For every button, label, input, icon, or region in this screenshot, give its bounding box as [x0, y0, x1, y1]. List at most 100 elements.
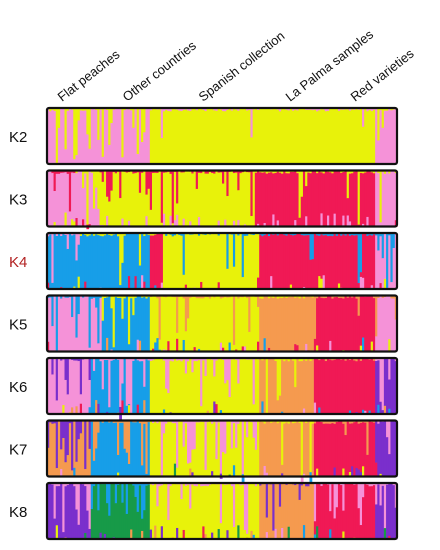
bar-k2-ind-92-yellow: [248, 109, 252, 165]
bar-k8-ind-40-green: [134, 496, 138, 540]
bar-k2-ind-110-pink: [287, 108, 291, 111]
bar-k7-ind-64-yellow: [187, 463, 190, 477]
bar-k3-ind-79-yellow: [219, 172, 223, 227]
bar-k3-ind-51-yellow: [158, 171, 162, 227]
bar-k4-ind-85-blue: [232, 233, 236, 267]
bar-k5-ind-80-yellow: [222, 297, 225, 349]
bar-k5-ind-8-pink: [64, 297, 68, 352]
bar-k2-ind-35-pink: [123, 110, 127, 165]
bar-k3-ind-78-red: [217, 170, 221, 173]
bar-k6-ind-145-pink: [364, 410, 367, 415]
k-label-k3: K3: [9, 192, 27, 209]
bar-k6-ind-5-pink: [57, 358, 61, 415]
bar-k6-ind-62-yellow: [182, 359, 186, 415]
bar-k5-ind-65-yellow: [189, 297, 192, 352]
bar-k7-ind-110-orange: [287, 423, 291, 477]
bar-k6-ind-15-purple: [79, 358, 83, 395]
bar-k6-ind-41-red: [136, 404, 140, 415]
bar-k7-ind-157-purple: [390, 421, 394, 477]
bar-k2-ind-10-pink: [68, 108, 72, 165]
bar-k6-ind-98-blue: [261, 401, 265, 415]
bar-k3-ind-98-red: [261, 172, 265, 227]
bar-k8-ind-156-red: [388, 535, 392, 540]
bar-k4-ind-44-yellow: [143, 233, 147, 237]
bar-k3-ind-98-yellow: [261, 170, 265, 173]
bar-k5-ind-54-yellow: [165, 297, 168, 351]
bar-k7-ind-102-orange: [270, 422, 273, 477]
bar-k7-ind-35-blue: [123, 448, 127, 477]
bar-k7-ind-126-orange: [322, 420, 326, 425]
bar-k3-ind-82-red: [226, 170, 230, 197]
bar-k8-ind-34-blue: [121, 483, 125, 503]
bar-k2-ind-77-pink: [215, 108, 219, 112]
bar-k6-ind-90-yellow: [243, 358, 247, 415]
bar-k3-ind-146-red: [366, 171, 370, 218]
bar-k5-ind-105-yellow: [276, 295, 280, 299]
bar-k3-ind-20-pink: [90, 172, 94, 227]
bar-k3-ind-70-red: [200, 170, 203, 174]
bar-k8-ind-75-yellow: [211, 483, 214, 533]
bar-k7-ind-154-purple: [383, 420, 387, 477]
bar-k7-ind-10-purple: [68, 420, 72, 424]
bar-k4-ind-18-blue: [86, 236, 90, 290]
bar-k8-ind-147-pink: [368, 483, 372, 487]
bar-k8-ind-52-yellow: [160, 485, 164, 527]
bar-k4-ind-68-yellow: [195, 233, 199, 290]
bar-k6-ind-11-pink: [71, 359, 74, 408]
bar-k7-ind-20-blue: [90, 421, 94, 477]
bar-k7-ind-146-orange: [366, 420, 370, 456]
bar-k5-ind-138-red: [348, 295, 352, 352]
bar-k8-ind-154-green: [383, 528, 387, 540]
bar-k5-ind-35-yellow: [123, 295, 127, 299]
bar-k5-ind-89-red: [241, 346, 245, 352]
bar-k7-ind-112-yellow: [292, 420, 295, 424]
bar-k3-ind-46-red: [147, 170, 151, 190]
bar-k5-ind-146-red: [366, 295, 370, 352]
bar-k3-ind-103-yellow: [272, 170, 276, 174]
bar-k2-ind-31-pink: [114, 108, 118, 165]
bar-k7-ind-113-orange: [294, 422, 297, 477]
bar-k8-ind-97-orange: [259, 485, 262, 540]
bar-k7-ind-84-pink: [230, 420, 234, 449]
bar-k4-ind-150-blue: [375, 233, 378, 236]
bar-k5-ind-134-red: [340, 297, 343, 352]
bar-k2-ind-140-yellow: [353, 109, 357, 165]
bar-k3-ind-5-pink: [57, 173, 61, 227]
bar-k5-ind-124-red: [318, 296, 322, 352]
group-label-1: Other countries: [120, 38, 200, 105]
bar-k4-ind-18-yellow: [86, 233, 90, 237]
bar-k6-ind-44-blue: [143, 386, 147, 401]
bar-k5-ind-59-yellow: [176, 332, 179, 340]
bar-k2-ind-32-pink: [117, 108, 120, 165]
bar-k8-ind-7-pink: [62, 483, 66, 533]
bar-k7-ind-72-yellow: [204, 469, 208, 477]
bar-k8-ind-101-orange: [267, 484, 271, 540]
bar-k5-ind-147-red: [368, 295, 372, 352]
bar-k3-ind-103-pink: [272, 214, 276, 227]
bar-k3-ind-53-yellow: [162, 172, 166, 215]
bar-k2-ind-62-yellow: [182, 109, 186, 165]
bar-k5-ind-67-red: [193, 347, 197, 352]
bar-k3-ind-13-pink: [75, 173, 79, 219]
bar-k7-ind-56-yellow: [169, 421, 173, 477]
bar-k4-ind-155-blue: [386, 233, 389, 289]
bar-k8-ind-144-red: [362, 497, 365, 540]
bar-k8-ind-128-red: [327, 484, 330, 540]
bar-k7-ind-109-yellow: [285, 420, 289, 423]
bar-k4-ind-87-blue: [237, 233, 241, 236]
bar-k3-ind-30-yellow: [112, 172, 116, 227]
bar-k8-ind-82-yellow: [226, 484, 230, 531]
bar-k4-ind-6-pink: [60, 233, 63, 237]
bar-k2-ind-96-yellow: [257, 110, 260, 165]
bar-k6-ind-55-yellow: [167, 393, 171, 415]
bar-k6-ind-54-pink: [165, 358, 168, 389]
bar-k4-ind-0-pink: [47, 233, 50, 237]
bar-k6-ind-8-pink: [64, 379, 68, 415]
bar-k2-ind-106-yellow: [278, 111, 282, 165]
bar-k7-ind-148-red: [370, 421, 374, 477]
bar-k2-ind-155-yellow: [386, 108, 389, 111]
bar-k6-ind-149-orange: [372, 358, 376, 362]
bar-k2-ind-97-yellow: [259, 109, 262, 165]
bar-k5-ind-16-blue: [82, 295, 85, 298]
bar-k8-ind-53-yellow: [162, 483, 166, 540]
